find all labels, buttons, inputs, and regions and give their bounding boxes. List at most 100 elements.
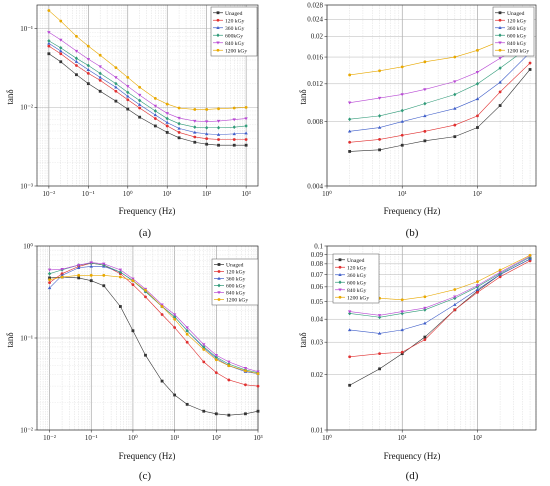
data-point <box>347 328 352 332</box>
legend-label: 840 kGy <box>347 288 367 294</box>
data-point <box>476 290 479 294</box>
data-point <box>453 80 457 84</box>
data-point <box>475 287 480 291</box>
data-point <box>244 369 247 373</box>
x-tick-label: 10² <box>473 434 482 442</box>
y-tick-label: 0.01 <box>311 426 324 434</box>
data-point <box>185 340 189 344</box>
y-tick-label: 0.04 <box>311 316 324 324</box>
legend-box <box>211 258 259 306</box>
data-point <box>185 328 189 333</box>
data-point <box>102 284 106 288</box>
plot-frame <box>36 4 259 187</box>
data-point <box>86 63 90 68</box>
legend-label: 360 kGy <box>507 26 527 32</box>
legend-marker <box>217 263 221 266</box>
x-tick-label: 10¹ <box>398 434 407 442</box>
data-point <box>423 321 427 325</box>
data-point <box>126 90 130 95</box>
data-point <box>528 253 532 257</box>
data-point <box>348 150 352 153</box>
data-point <box>423 60 427 64</box>
plot-frame <box>326 245 537 431</box>
data-point <box>214 355 218 359</box>
data-point <box>205 125 209 130</box>
data-point <box>177 106 181 110</box>
legend-label: 840 kGy <box>226 291 246 297</box>
legend-marker <box>217 283 221 288</box>
series-line <box>349 52 531 132</box>
series-2 <box>47 44 248 141</box>
data-point <box>47 44 51 48</box>
data-point <box>243 366 248 370</box>
y-tick-label: 0.008 <box>307 118 323 126</box>
legend-marker <box>498 48 502 52</box>
data-point <box>423 295 427 299</box>
data-point <box>400 133 404 137</box>
legend-label: 1200 kGy <box>347 295 369 301</box>
legend-label: 360 kGy <box>226 277 246 283</box>
series-6 <box>47 9 248 111</box>
x-tick-label: 10¹ <box>398 190 407 198</box>
y-axis-label: tanδ <box>298 332 308 347</box>
x-axis-label: Frequency (Hz) <box>119 451 176 461</box>
data-point <box>476 289 479 293</box>
data-point <box>348 140 352 144</box>
data-point <box>202 360 206 364</box>
data-point <box>217 107 220 111</box>
y-tick-label: 10⁰ <box>23 242 33 250</box>
data-point <box>98 89 102 93</box>
data-point <box>60 273 64 277</box>
data-point <box>232 125 236 130</box>
data-point <box>378 367 381 371</box>
x-tick-label: 10⁰ <box>322 190 332 198</box>
y-tick-label: 0.02 <box>311 371 324 379</box>
data-point <box>48 281 51 285</box>
data-point <box>204 120 209 124</box>
data-point <box>232 132 236 136</box>
data-point <box>98 65 102 69</box>
data-point <box>232 143 236 147</box>
data-point <box>256 384 260 388</box>
data-point <box>47 271 52 276</box>
data-point <box>118 270 122 275</box>
data-point <box>59 45 63 50</box>
legend-marker <box>216 48 220 52</box>
data-point <box>453 295 457 299</box>
data-point <box>160 313 164 316</box>
data-point <box>227 378 231 382</box>
data-point <box>453 302 457 306</box>
data-point <box>476 48 479 52</box>
panel-label: (c) <box>139 470 152 482</box>
data-point <box>400 350 404 354</box>
data-point <box>244 117 248 121</box>
series-6 <box>348 253 532 302</box>
series-line <box>349 62 531 143</box>
data-point <box>165 120 169 124</box>
legend-label: 1200 kGy <box>507 48 529 54</box>
series-2 <box>348 259 532 359</box>
data-point <box>244 138 248 141</box>
data-point <box>453 135 457 139</box>
data-point <box>400 65 404 69</box>
legend-box <box>332 253 380 304</box>
legend-label: 840 kGy <box>225 41 245 47</box>
data-point <box>202 345 206 349</box>
series-line <box>48 40 247 129</box>
data-point <box>423 338 427 341</box>
data-point <box>377 113 382 118</box>
series-2 <box>348 61 532 144</box>
x-tick-label: 10⁰ <box>123 190 133 198</box>
data-point <box>453 308 457 312</box>
data-point <box>185 402 189 406</box>
data-point <box>214 371 218 375</box>
series-line <box>349 260 531 358</box>
data-point <box>60 275 64 279</box>
data-point <box>77 273 81 277</box>
y-tick-label: 0.028 <box>307 1 323 9</box>
legend-marker <box>338 295 342 299</box>
data-point <box>232 106 236 110</box>
series-line <box>349 256 531 318</box>
